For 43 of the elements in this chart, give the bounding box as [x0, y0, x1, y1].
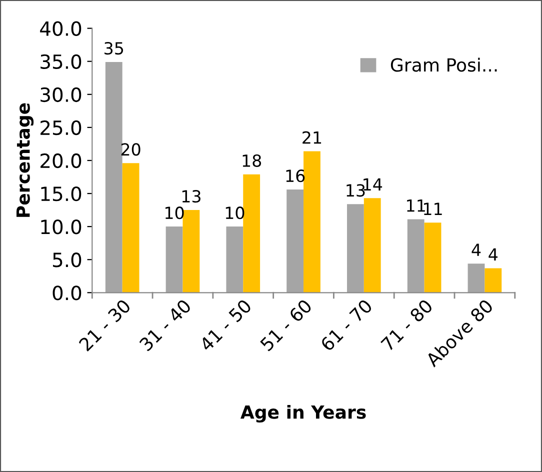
data-label: 11: [424, 202, 442, 215]
data-label: 20: [121, 143, 140, 156]
x-tick-label: 21 - 30: [78, 298, 132, 352]
y-tick-label: 15.0: [41, 186, 82, 202]
legend-label: Gram Posi...: [390, 58, 497, 72]
bar: [182, 210, 200, 293]
data-label: 14: [364, 178, 382, 191]
bar: [468, 264, 485, 293]
y-tick-label: 40.0: [40, 21, 82, 36]
bar: [286, 190, 304, 293]
bar: [484, 268, 502, 293]
y-tick-label: 10.0: [41, 220, 82, 234]
x-tick-label: 71 - 80: [380, 298, 434, 352]
bar: [304, 151, 320, 293]
data-label: 18: [242, 154, 262, 167]
data-label: 4: [488, 248, 498, 261]
bar: [166, 226, 183, 293]
bar: [424, 222, 442, 293]
data-label: 35: [104, 42, 124, 55]
bar: [407, 219, 424, 293]
bar: [226, 226, 244, 293]
x-tick-label: 61 - 70: [320, 298, 373, 352]
y-axis-title: Percentage: [16, 103, 34, 217]
x-tick-label: 51 - 60: [260, 298, 313, 352]
x-tick-label: 31 - 40: [138, 298, 192, 352]
data-label: 11: [407, 200, 425, 212]
x-axis-title: Age in Years: [240, 404, 366, 423]
y-tick-label: 0.0: [52, 286, 82, 300]
bar: [364, 198, 381, 293]
bar: [347, 204, 364, 293]
data-label: 13: [346, 184, 365, 197]
bar: [243, 174, 260, 293]
data-label: 21: [302, 131, 322, 144]
data-label: 13: [182, 190, 200, 203]
x-tick-label: 41 - 50: [198, 298, 252, 352]
y-tick-label: 25.0: [40, 120, 82, 136]
y-tick-label: 30.0: [40, 87, 82, 102]
y-tick-label: 20.0: [40, 153, 82, 168]
bar: [105, 62, 122, 293]
y-tick-label: 5.0: [52, 252, 82, 268]
data-label: 4: [472, 244, 481, 256]
y-tick-label: 35.0: [40, 54, 82, 70]
bar: [122, 163, 140, 293]
